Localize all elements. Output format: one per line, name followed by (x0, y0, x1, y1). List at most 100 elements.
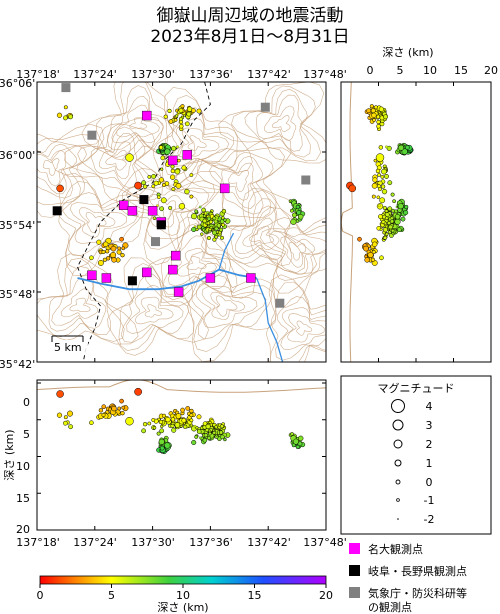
ns-hypocenter-point (371, 112, 377, 118)
station-legend-jma-nied-label-2: の観測点 (368, 600, 412, 614)
depth-colorbar: 0 5 10 15 20 深さ (km) (37, 575, 333, 614)
ew-hypocenter-point (63, 420, 68, 426)
ew-y-tick-4: 15 (16, 492, 30, 505)
contour-line (296, 320, 313, 336)
rivers (77, 232, 284, 362)
magnitude-0-symbol (395, 479, 401, 485)
ew-hypocenter-point (170, 417, 176, 422)
epicenter-point (200, 232, 204, 236)
ew-y-tick-3: 10 (16, 460, 30, 473)
ew-hypocenter-point (209, 428, 214, 432)
epicenter-point (184, 121, 190, 127)
epicenter-point (63, 105, 68, 110)
ew-y-tick-1: 0 (23, 396, 30, 409)
map-lon-tick-1: 137°18' (16, 68, 60, 81)
station-legend-gifu-nagano-swatch (349, 565, 360, 576)
magnitude-minus2-symbol (397, 518, 399, 520)
ew-hypocenter-point (219, 430, 224, 435)
ew-hypocenter-point (219, 424, 225, 429)
ns-hypocenter-point (372, 118, 376, 122)
ns-hypocenter-point (387, 180, 393, 186)
ew-hypocenter-point (56, 412, 63, 418)
magnitude-label-4: 4 (426, 400, 433, 413)
contour-line (260, 227, 326, 281)
contour-line (191, 263, 273, 352)
map-lon-tick-4: 137°36' (189, 68, 233, 81)
station-legend: 名大観測点 岐阜・長野県観測点 気象庁・防災科研等 の観測点 (349, 542, 467, 614)
ew-hypocenter-point (193, 424, 197, 428)
contour-line (210, 291, 246, 321)
contour-line (48, 266, 112, 336)
ew-hypocenter-point (121, 405, 126, 410)
colorbar-tick-label-5: 5 (108, 589, 115, 602)
ns-hypocenter-point (390, 192, 395, 197)
station-marker (142, 110, 152, 121)
river-line (77, 268, 257, 291)
ns-hypocenter-point (379, 255, 384, 261)
ew-hypocenter-point (183, 424, 188, 429)
station-marker (301, 175, 311, 185)
epicenter-point (189, 173, 194, 177)
epicenter-point (125, 153, 134, 162)
epicenter-point (102, 257, 108, 262)
ns-hypocenter-point (397, 227, 402, 232)
ew-topography-line (37, 380, 326, 393)
ns-hypocenter-point (403, 210, 409, 216)
ew-hypocenter-point (159, 445, 165, 451)
contour-line (227, 169, 250, 192)
colorbar-tick-label-0: 0 (37, 589, 44, 602)
ew-hypocenter-point (212, 430, 217, 435)
ew-hypocenter-point (180, 407, 186, 413)
epicenter-point (170, 168, 176, 174)
scale-bar-bg (45, 340, 88, 354)
ew-hypocenter-point (117, 406, 122, 411)
contour-line (120, 273, 189, 343)
colorbar-label: 深さ (km) (157, 601, 208, 614)
ew-ticks (36, 380, 327, 531)
ew-hypocenter-point (119, 398, 124, 404)
contour-line (134, 296, 174, 325)
epicenter-point (168, 119, 174, 124)
map-lon-tick-5: 137°42' (247, 68, 291, 81)
contour-line (158, 199, 177, 220)
ew-hypocenter-point (297, 435, 304, 442)
contour-line (200, 188, 318, 275)
ew-hypocenter-point (208, 431, 212, 436)
epicenter-point (174, 114, 179, 118)
station-marker (139, 195, 149, 205)
epicenter-point (120, 253, 125, 258)
ns-ticks (340, 82, 492, 362)
contour-line (69, 202, 127, 244)
ew-hypocenter-point (196, 429, 202, 434)
ew-hypocenter-point (156, 431, 161, 436)
ew-hypocenter-point (151, 418, 156, 422)
ns-hypocenter-point (376, 124, 381, 129)
station-marker (182, 150, 193, 160)
ew-hypocenter-point (165, 416, 171, 423)
ns-hypocenter-point (373, 158, 378, 163)
epicenter-point (171, 187, 176, 192)
ew-hypocenter-point (202, 437, 208, 443)
contour-line (37, 134, 100, 206)
station-marker (168, 155, 178, 166)
epicenter-point (171, 145, 177, 151)
colorbar-tick-label-10: 10 (176, 589, 190, 602)
ns-hypocenter-point (371, 241, 378, 248)
ew-hypocenter-point (208, 420, 212, 424)
ns-x-tick-5: 20 (484, 64, 498, 77)
ew-hypocenter-point (134, 387, 142, 396)
ew-hypocenter-point (170, 423, 175, 428)
ns-hypocenter-point (371, 182, 378, 189)
map-lon-tick-6: 137°48' (303, 68, 347, 81)
ew-frame-bg (37, 380, 326, 530)
ns-hypocenter-point (387, 206, 393, 212)
ew-hypocenter-point (152, 425, 157, 430)
ns-hypocenter-point (381, 168, 387, 175)
map-lat-tick-2: 36°00' (0, 149, 35, 162)
map-lat-tick-3: 35°54' (0, 219, 35, 232)
epicenter-point (216, 223, 222, 228)
ns-hypocenter-point (384, 173, 389, 179)
magnitude-1-symbol (394, 459, 402, 467)
magnitude-legend-frame (340, 375, 492, 535)
station-legend-nagoya-label: 名大観測点 (368, 542, 423, 556)
